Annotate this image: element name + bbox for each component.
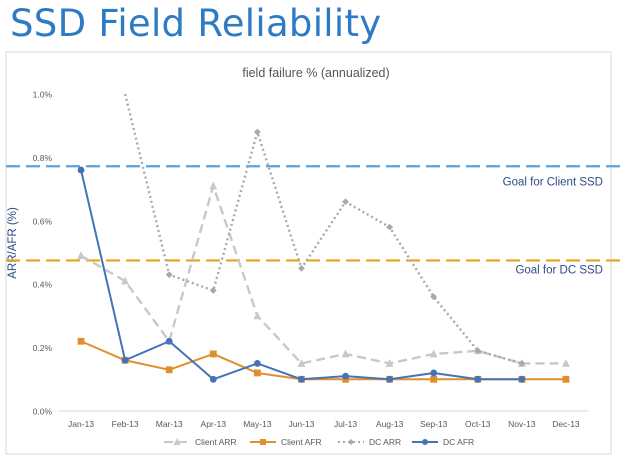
legend: Client ARR Client AFR DC ARR DC AFR: [164, 437, 474, 447]
chart-frame: [5, 51, 612, 455]
data-point: [348, 439, 354, 445]
y-tick-label: 0.6%: [33, 216, 53, 226]
goal-label: Goal for Client SSD: [503, 176, 603, 188]
data-point: [253, 128, 261, 136]
legend-label: DC AFR: [443, 437, 474, 447]
data-point: [165, 271, 173, 279]
data-point: [429, 349, 438, 358]
data-point: [209, 375, 217, 383]
data-point: [341, 349, 350, 358]
data-point: [253, 311, 262, 320]
data-point: [562, 359, 570, 367]
series-dc-arr: [123, 93, 526, 367]
y-tick-label: 0.4%: [33, 280, 53, 290]
data-point: [518, 360, 526, 367]
goal-lines: Goal for Client SSD Goal for DC SSD: [6, 165, 620, 276]
data-point: [77, 166, 85, 174]
x-tick-label: Jul-13: [334, 419, 357, 429]
y-tick-label: 1.0%: [33, 90, 53, 100]
x-tick-label: Apr-13: [201, 419, 227, 429]
legend-label: Client ARR: [195, 437, 237, 447]
data-point: [297, 359, 306, 367]
data-point: [298, 375, 305, 383]
data-point: [253, 360, 261, 367]
x-tick-label: Feb-13: [112, 419, 139, 429]
x-tick-label: Jan-13: [68, 419, 94, 429]
data-point: [298, 264, 305, 272]
data-point: [165, 366, 173, 374]
x-tick-label: Nov-13: [508, 419, 536, 429]
goal-label: Goal for DC SSD: [515, 264, 603, 276]
data-point: [422, 439, 428, 445]
data-point: [518, 375, 526, 383]
axes: 0.0% 0.2% 0.4% 0.6% 0.8% 1.0% Jan-13 Feb-13 Mar-…: [33, 90, 588, 429]
data-point: [386, 375, 394, 383]
legend-label: Client AFR: [281, 437, 322, 447]
data-point: [173, 438, 181, 445]
y-axis-label: ARR/AFR (%): [7, 207, 19, 279]
data-point: [430, 293, 438, 301]
chart-title: field failure % (annualized): [242, 66, 389, 80]
data-point: [260, 439, 266, 445]
series-group: [77, 93, 570, 383]
y-tick-label: 0.2%: [33, 343, 53, 353]
data-point: [386, 223, 394, 231]
data-point: [165, 337, 173, 345]
x-tick-label: May-13: [243, 419, 272, 429]
data-point: [121, 276, 130, 285]
data-point: [253, 369, 261, 377]
x-tick-label: Jun-13: [288, 419, 314, 429]
series-dc-afr: [77, 166, 526, 383]
data-point: [342, 198, 349, 206]
data-point: [342, 372, 349, 380]
data-point: [209, 181, 218, 190]
data-point: [562, 375, 570, 383]
data-point: [474, 375, 482, 383]
data-point: [474, 347, 482, 355]
x-tick-label: Aug-13: [376, 419, 404, 429]
data-point: [209, 350, 217, 358]
x-tick-label: Dec-13: [552, 419, 580, 429]
series-line: [123, 93, 523, 365]
data-point: [385, 359, 394, 367]
data-point: [77, 251, 85, 260]
data-point: [121, 356, 129, 364]
x-tick-label: Oct-13: [465, 419, 491, 429]
x-tick-label: Mar-13: [156, 419, 183, 429]
data-point: [430, 369, 438, 377]
x-tick-label: Sep-13: [420, 419, 448, 429]
data-point: [430, 375, 438, 383]
data-point: [77, 337, 85, 345]
legend-label: DC ARR: [369, 437, 401, 447]
data-point: [209, 287, 217, 294]
slide-title: SSD Field Reliability: [10, 2, 382, 45]
y-tick-label: 0.0%: [33, 407, 53, 417]
y-tick-label: 0.8%: [33, 153, 53, 163]
